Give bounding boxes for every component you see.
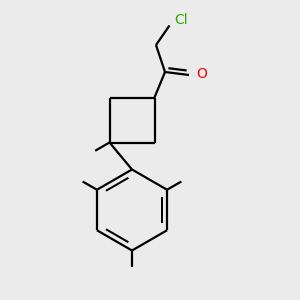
Text: O: O [196,67,207,80]
Text: Cl: Cl [174,13,188,26]
